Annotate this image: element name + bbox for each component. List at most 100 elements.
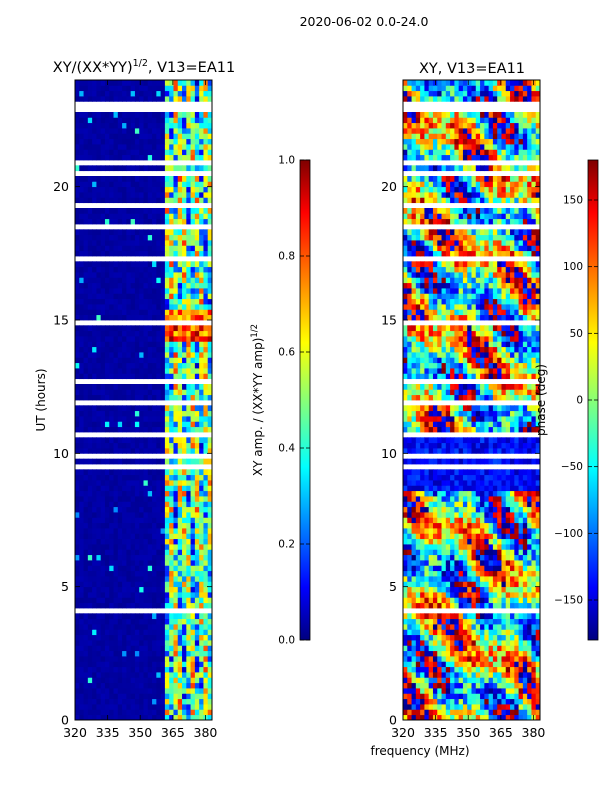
- left-heatmap-cell: [130, 117, 136, 124]
- left-heatmap-cell: [130, 90, 136, 97]
- left-heatmap-cell: [79, 490, 85, 497]
- left-heatmap-cell: [177, 176, 183, 182]
- left-heatmap-cell: [147, 250, 153, 257]
- left-heatmap-cell: [143, 240, 149, 246]
- left-heatmap-cell: [79, 272, 85, 278]
- right-heatmap-cell: [424, 544, 430, 550]
- left-heatmap-cell: [87, 586, 93, 593]
- left-heatmap-cell: [207, 213, 212, 220]
- left-heatmap-cell: [87, 410, 93, 417]
- left-heatmap-cell: [173, 693, 179, 700]
- left-heatmap-cell: [113, 336, 119, 342]
- left-heatmap-cell: [207, 346, 212, 353]
- left-heatmap-cell: [79, 346, 85, 353]
- left-heatmap-cell: [100, 389, 106, 396]
- right-heatmap-cell: [420, 538, 426, 545]
- left-heatmap-cell: [177, 272, 183, 278]
- left-heatmap-cell: [75, 218, 80, 225]
- left-heatmap-cell: [156, 442, 162, 449]
- left-heatmap-cell: [134, 602, 140, 609]
- right-heatmap-cell: [518, 629, 524, 636]
- left-heatmap-cell: [169, 528, 175, 534]
- left-heatmap-cell: [109, 570, 115, 577]
- left-heatmap-cell: [113, 234, 119, 241]
- left-heatmap-cell: [104, 549, 110, 556]
- left-heatmap-cell: [152, 442, 157, 449]
- left-heatmap-cell: [169, 656, 175, 662]
- left-heatmap-cell: [169, 506, 175, 513]
- left-heatmap-cell: [130, 560, 136, 566]
- left-heatmap-cell: [117, 629, 123, 636]
- left-heatmap-cell: [109, 96, 115, 102]
- right-heatmap-cell: [497, 496, 503, 502]
- left-heatmap-cell: [96, 293, 102, 300]
- left-heatmap-cell: [122, 186, 127, 193]
- left-heatmap-cell: [143, 373, 149, 380]
- right-heatmap-cell: [467, 586, 473, 593]
- right-heatmap-cell: [535, 560, 540, 566]
- left-heatmap-cell: [126, 394, 132, 401]
- right-heatmap-cell: [492, 480, 498, 486]
- left-heatmap-cell: [113, 330, 119, 337]
- left-heatmap-cell: [92, 261, 98, 268]
- left-heatmap-cell: [75, 624, 80, 630]
- left-heatmap-cell: [147, 186, 153, 193]
- right-heatmap-cell: [471, 544, 477, 550]
- left-heatmap-cell: [186, 661, 192, 668]
- left-heatmap-cell: [182, 442, 187, 449]
- left-heatmap-cell: [122, 661, 127, 668]
- left-heatmap-cell: [186, 96, 192, 102]
- left-heatmap-cell: [190, 448, 196, 454]
- left-heatmap-cell: [143, 229, 149, 236]
- left-heatmap-cell: [194, 517, 200, 524]
- left-heatmap-cell: [79, 512, 85, 518]
- left-heatmap-cell: [122, 154, 127, 161]
- left-heatmap-cell: [109, 277, 115, 284]
- left-heatmap-cell: [96, 352, 102, 358]
- right-heatmap-cell: [480, 709, 485, 716]
- left-heatmap-cell: [134, 154, 140, 161]
- left-heatmap-cell: [160, 336, 166, 342]
- left-heatmap-cell: [160, 421, 166, 428]
- left-heatmap-cell: [83, 624, 89, 630]
- left-heatmap-cell: [75, 533, 80, 540]
- left-heatmap-cell: [177, 368, 183, 374]
- right-heatmap-cell: [450, 624, 455, 630]
- right-heatmap-cell: [535, 512, 540, 518]
- right-heatmap-cell: [420, 581, 426, 588]
- left-heatmap-cell: [87, 640, 93, 646]
- right-heatmap-cell: [488, 490, 494, 497]
- left-heatmap-cell: [87, 389, 93, 396]
- right-heatmap-cell: [488, 629, 494, 636]
- left-heatmap-cell: [100, 288, 106, 294]
- left-heatmap-cell: [169, 410, 175, 417]
- left-heatmap-cell: [139, 426, 145, 433]
- left-heatmap-cell: [126, 656, 132, 662]
- left-heatmap-cell: [177, 192, 183, 198]
- left-heatmap-cell: [207, 549, 212, 556]
- left-heatmap-cell: [92, 506, 98, 513]
- left-heatmap-cell: [104, 560, 110, 566]
- right-heatmap-cell: [514, 458, 520, 465]
- left-heatmap-cell: [194, 154, 200, 161]
- right-heatmap-cell: [492, 528, 498, 534]
- right-heatmap-cell: [505, 448, 511, 454]
- left-heatmap-cell: [199, 688, 205, 694]
- right-heatmap-cell: [501, 597, 507, 604]
- left-heatmap-cell: [177, 373, 183, 380]
- left-heatmap-cell: [130, 373, 136, 380]
- left-heatmap-cell: [207, 341, 212, 348]
- right-heatmap-cell: [497, 597, 503, 604]
- left-heatmap-cell: [100, 688, 106, 694]
- left-heatmap-cell: [194, 128, 200, 134]
- left-heatmap-cell: [104, 213, 110, 220]
- left-heatmap-cell: [164, 85, 170, 92]
- left-heatmap-cell: [173, 245, 179, 252]
- right-heatmap-cell: [437, 490, 443, 497]
- right-heatmap-cell: [484, 688, 490, 694]
- left-heatmap-cell: [126, 117, 132, 124]
- left-heatmap-cell: [152, 314, 157, 321]
- left-heatmap-cell: [79, 357, 85, 364]
- right-heatmap-cell: [475, 645, 481, 652]
- right-heatmap-cell: [535, 597, 540, 604]
